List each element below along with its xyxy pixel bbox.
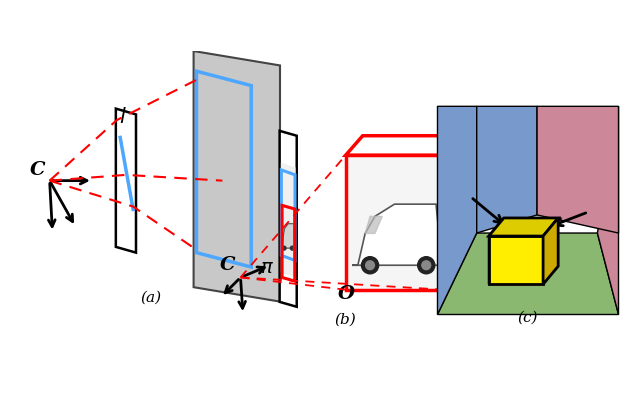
Polygon shape [194,51,280,302]
Polygon shape [543,218,558,284]
Text: $l$: $l$ [119,107,127,127]
Polygon shape [280,131,297,307]
Text: C: C [220,256,236,274]
Circle shape [362,257,379,274]
Polygon shape [597,106,618,314]
Text: (c): (c) [518,311,538,325]
Polygon shape [116,109,136,252]
Text: (a): (a) [140,291,161,304]
Text: O: O [339,285,355,303]
Circle shape [282,246,286,250]
Polygon shape [477,106,537,233]
Polygon shape [489,236,543,284]
Polygon shape [346,155,444,290]
Polygon shape [281,163,296,278]
Circle shape [422,261,431,270]
Polygon shape [282,224,294,248]
Circle shape [365,261,374,270]
Polygon shape [489,218,558,236]
Circle shape [418,257,435,274]
Polygon shape [537,106,618,233]
Polygon shape [353,204,438,265]
Polygon shape [438,233,618,314]
Text: C: C [29,161,45,179]
Polygon shape [365,216,382,233]
Polygon shape [438,106,477,314]
Polygon shape [489,218,504,284]
Text: (b): (b) [335,313,356,327]
Circle shape [291,246,294,250]
Text: $\pi$: $\pi$ [260,259,274,277]
